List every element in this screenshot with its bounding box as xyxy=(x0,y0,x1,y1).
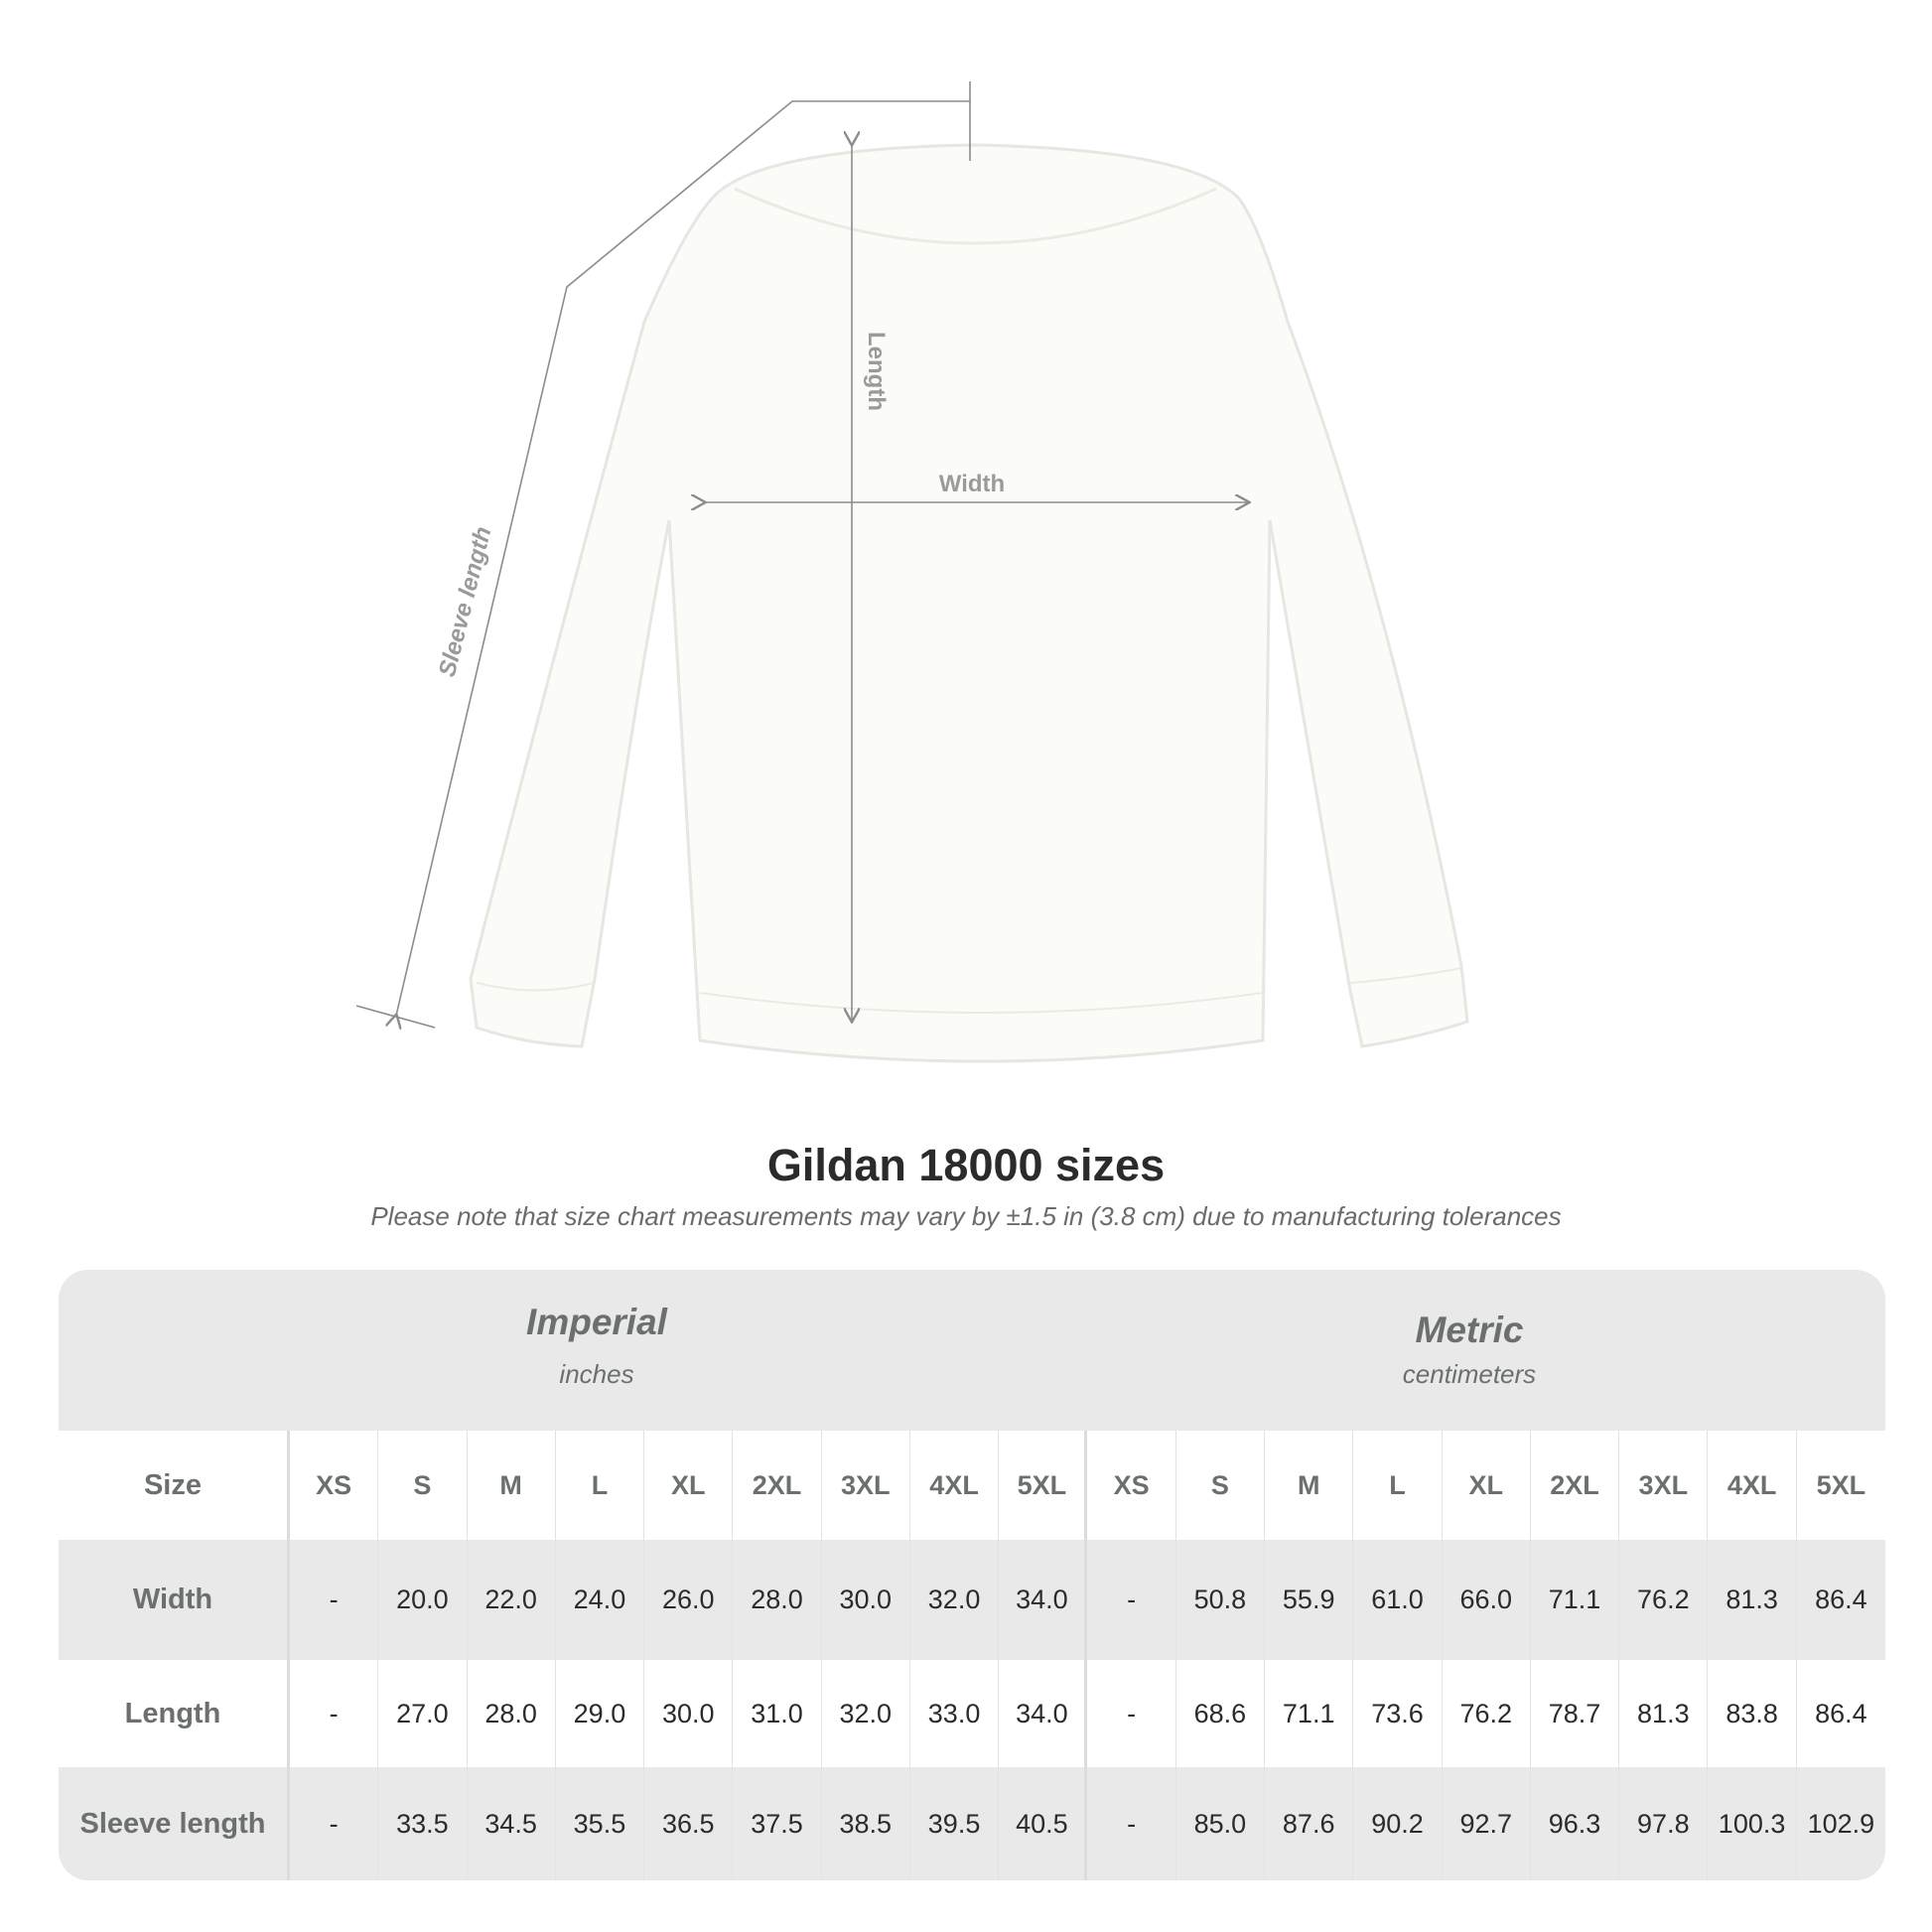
size-header-cell: L xyxy=(556,1431,645,1540)
table-row: Length -27.0 28.0 29.0 30.0 31.0 32.0 33.0 34.0-… xyxy=(59,1660,1885,1767)
sleeve-length-label: Sleeve length xyxy=(434,524,497,680)
imperial-value-cell: 28.0 xyxy=(468,1660,556,1767)
table-row: Sleeve length -33.5 34.5 35.5 36.5 37.5 38.5 39… xyxy=(59,1767,1885,1880)
page-title: Gildan 18000 sizes xyxy=(766,1140,1166,1190)
size-header-cell: XS xyxy=(290,1431,379,1540)
metric-value-cell: 86.4 xyxy=(1815,1698,1867,1728)
metric-value-cell: 68.6 xyxy=(1176,1660,1266,1767)
metric-value-cell: 71.1 xyxy=(1531,1540,1620,1660)
imperial-value-cell: 33.5 xyxy=(378,1767,468,1880)
row-label: Width xyxy=(59,1540,290,1660)
size-header-cell: 5XL xyxy=(999,1431,1088,1540)
imperial-value-cell: - xyxy=(290,1540,379,1660)
imperial-value-cell: 31.0 xyxy=(733,1660,822,1767)
imperial-value-cell: 20.0 xyxy=(378,1540,468,1660)
metric-value-cell: 92.7 xyxy=(1443,1767,1531,1880)
imperial-value-cell: 36.5 xyxy=(644,1767,734,1880)
imperial-value-cell: 28.0 xyxy=(733,1540,822,1660)
size-header-cell: M xyxy=(468,1431,556,1540)
metric-value-cell: - xyxy=(1087,1660,1176,1767)
imperial-heading: Imperial xyxy=(526,1302,667,1342)
size-header-cell: XS xyxy=(1087,1431,1176,1540)
imperial-value-cell: 30.0 xyxy=(822,1540,910,1660)
size-header-cell: S xyxy=(378,1431,468,1540)
metric-value-cell: 73.6 xyxy=(1353,1660,1443,1767)
metric-value-cell: 78.7 xyxy=(1531,1660,1620,1767)
imperial-value-cell: 27.0 xyxy=(378,1660,468,1767)
imperial-value-cell: 34.5 xyxy=(468,1767,556,1880)
imperial-value-cell: 40.5 xyxy=(999,1767,1088,1880)
size-header-cell: M xyxy=(1265,1431,1354,1540)
imperial-unit: inches xyxy=(559,1359,634,1389)
metric-value-cell: 85.0 xyxy=(1176,1767,1266,1880)
length-label: Length xyxy=(863,332,890,411)
tolerance-note: Please note that size chart measurements… xyxy=(370,1201,1562,1231)
row-label: Length xyxy=(59,1660,290,1767)
imperial-value-cell: 24.0 xyxy=(556,1540,645,1660)
imperial-value-cell: 29.0 xyxy=(556,1660,645,1767)
size-header-cell: S xyxy=(1176,1431,1266,1540)
size-label: Size xyxy=(59,1431,290,1540)
imperial-value-cell: 34.0 xyxy=(999,1540,1088,1660)
metric-value-cell: 55.9 xyxy=(1265,1540,1354,1660)
metric-unit: centimeters xyxy=(1402,1359,1537,1389)
size-header-cell: XL xyxy=(1443,1431,1531,1540)
size-header-cell: 2XL xyxy=(1531,1431,1620,1540)
imperial-value-cell: 34.0 xyxy=(999,1660,1088,1767)
metric-value-cell: 71.1 xyxy=(1265,1660,1354,1767)
metric-value-cell: - xyxy=(1087,1540,1176,1660)
metric-value-cell: 76.2 xyxy=(1443,1660,1531,1767)
metric-value-cell: 96.3 xyxy=(1531,1767,1620,1880)
metric-value-cell: 86.4 xyxy=(1815,1585,1867,1614)
size-header-row: Size XS S M L XL 2XL 3XL 4XL 5XL XS S M L XL 2XL 3XL 4XL 5… xyxy=(59,1431,1885,1540)
metric-value-cell: 90.2 xyxy=(1353,1767,1443,1880)
size-header-cell: 3XL xyxy=(822,1431,910,1540)
size-header-cell: 2XL xyxy=(733,1431,822,1540)
imperial-value-cell: 39.5 xyxy=(910,1767,1000,1880)
row-label: Sleeve length xyxy=(59,1767,290,1880)
imperial-value-cell: 32.0 xyxy=(822,1660,910,1767)
sleeve-length-line xyxy=(396,100,970,1016)
table-header-band: Imperial inches Metric centimeters xyxy=(59,1270,1885,1431)
metric-value-cell: 81.3 xyxy=(1619,1660,1709,1767)
metric-value-cell: 100.3 xyxy=(1708,1767,1797,1880)
size-chart-table: Imperial inches Metric centimeters Size X… xyxy=(59,1270,1885,1880)
metric-value-cell: 61.0 xyxy=(1353,1540,1443,1660)
imperial-value-cell: 30.0 xyxy=(644,1660,734,1767)
metric-value-cell: 97.8 xyxy=(1619,1767,1709,1880)
metric-value-cell: 66.0 xyxy=(1443,1540,1531,1660)
imperial-value-cell: - xyxy=(290,1767,379,1880)
metric-value-cell: 81.3 xyxy=(1708,1540,1797,1660)
size-header-cell: 4XL xyxy=(1708,1431,1797,1540)
imperial-value-cell: 26.0 xyxy=(644,1540,734,1660)
metric-value-cell: 50.8 xyxy=(1176,1540,1266,1660)
imperial-value-cell: 38.5 xyxy=(822,1767,910,1880)
imperial-value-cell: 37.5 xyxy=(733,1767,822,1880)
size-header-cell: 3XL xyxy=(1619,1431,1709,1540)
measurement-lines xyxy=(355,81,1248,1028)
metric-value-cell: 76.2 xyxy=(1619,1540,1709,1660)
size-header-cell: XL xyxy=(644,1431,734,1540)
size-header-cell: 4XL xyxy=(910,1431,1000,1540)
size-header-cell: L xyxy=(1353,1431,1443,1540)
imperial-value-cell: - xyxy=(290,1660,379,1767)
imperial-value-cell: 22.0 xyxy=(468,1540,556,1660)
sweatshirt-image xyxy=(469,143,1469,1063)
metric-value-cell: 102.9 xyxy=(1807,1808,1875,1839)
imperial-value-cell: 33.0 xyxy=(910,1660,1000,1767)
size-header-cell: 5XL xyxy=(1816,1469,1866,1500)
table-row: Width -20.0 22.0 24.0 26.0 28.0 30.0 32.0 34.0-5… xyxy=(59,1540,1885,1660)
imperial-value-cell: 32.0 xyxy=(910,1540,1000,1660)
width-label: Width xyxy=(939,471,1005,497)
metric-value-cell: 87.6 xyxy=(1265,1767,1354,1880)
metric-heading: Metric xyxy=(1415,1310,1524,1350)
imperial-value-cell: 35.5 xyxy=(556,1767,645,1880)
sweatshirt-diagram: Length Width Sleeve length xyxy=(355,81,1469,1063)
metric-value-cell: - xyxy=(1087,1767,1176,1880)
metric-value-cell: 83.8 xyxy=(1708,1660,1797,1767)
